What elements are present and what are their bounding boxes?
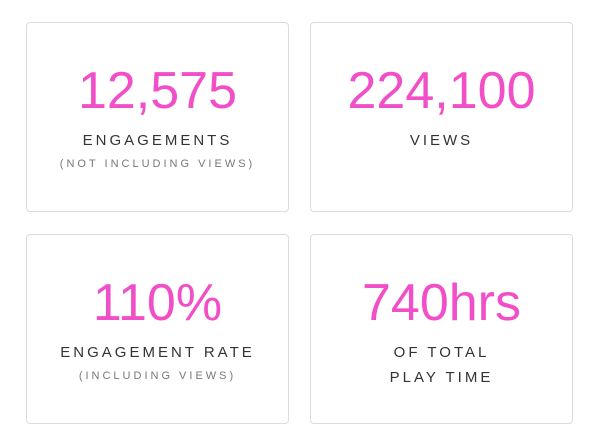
- stat-note: (INCLUDING VIEWS): [78, 370, 237, 382]
- stat-value: 224,100: [347, 62, 536, 120]
- stat-value: 110%: [92, 274, 223, 332]
- stat-label: VIEWS: [409, 132, 474, 149]
- stat-label: OF TOTAL: [393, 344, 490, 361]
- stat-label: ENGAGEMENTS: [82, 132, 233, 149]
- stat-card: 740hrs OF TOTAL PLAY TIME: [310, 234, 573, 424]
- stat-value: 12,575: [77, 62, 238, 120]
- stat-card: 110% ENGAGEMENT RATE (INCLUDING VIEWS): [26, 234, 289, 424]
- stat-label: PLAY TIME: [389, 369, 494, 386]
- stat-card: 224,100 VIEWS: [310, 22, 573, 212]
- stat-card: 12,575 ENGAGEMENTS (NOT INCLUDING VIEWS): [26, 22, 289, 212]
- stat-note: (NOT INCLUDING VIEWS): [59, 158, 256, 170]
- stat-label: ENGAGEMENT RATE: [60, 344, 255, 361]
- stat-value: 740hrs: [362, 274, 521, 332]
